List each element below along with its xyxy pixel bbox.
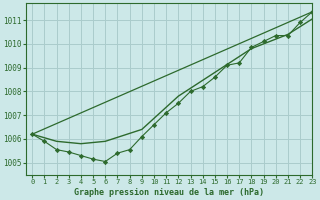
- X-axis label: Graphe pression niveau de la mer (hPa): Graphe pression niveau de la mer (hPa): [74, 188, 264, 197]
